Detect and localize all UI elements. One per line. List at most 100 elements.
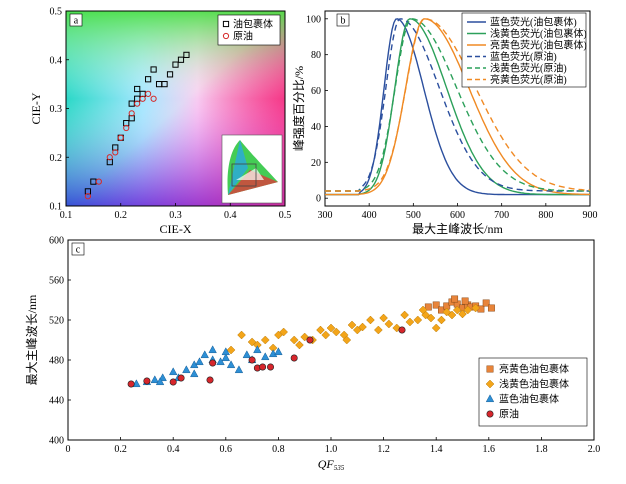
c-ytick-label-5: 600 [49,236,64,247]
c-point-3-3 [177,374,185,382]
c-point-3-1 [143,377,151,385]
b-ytick-label-3: 60 [311,86,321,97]
a-point-1-5 [123,124,130,132]
a-point-1-8 [139,95,146,102]
c-xtick-label-6: 1.2 [377,444,390,455]
b-ytick-label-4: 80 [311,50,321,61]
a-point-0-16 [172,61,179,68]
a-ytick-label-3: 0.4 [50,55,63,66]
c-point-1-23 [400,310,409,320]
c-point-1-27 [426,313,436,323]
b-xtick-label-5: 800 [538,210,553,221]
c-point-1-33 [458,309,467,319]
panel-c-points [127,295,495,388]
c-legend-label-3: 原油 [499,408,519,421]
c-point-3-4 [206,376,214,384]
c-xtick-label-9: 1.8 [535,444,548,455]
c-point-2-24 [190,369,199,378]
a-xtick-label-1: 0.2 [115,210,128,221]
c-point-1-14 [331,327,341,337]
b-xlabel: 最大主峰波长/nm [412,222,503,236]
b-xtick-label-6: 900 [583,210,598,221]
c-xtick-label-7: 1.4 [430,444,443,455]
c-point-0-11 [482,299,490,307]
c-point-2-21 [208,345,217,354]
c-ytick-label-1: 440 [49,396,64,407]
c-point-1-0 [226,345,236,355]
c-legend-label-1: 浅黄色油包裹体 [499,378,569,391]
c-xtick-label-4: 0.8 [272,444,285,455]
b-xtick-label-4: 700 [494,210,509,221]
c-legend-label-0: 亮黄色油包裹体 [499,363,569,376]
a-legend-label-1: 原油 [233,30,253,43]
a-xtick-label-0: 0.1 [60,210,73,221]
c-ytick-label-4: 560 [49,276,64,287]
c-point-1-21 [379,313,388,323]
c-legend-marker-0 [486,365,494,373]
a-point-1-3 [112,149,119,156]
b-series-line-4 [325,18,590,192]
panel-b-axes: 300 400 500 600 700 800 900 0 20 40 60 80 100 最大主峰波长/… [291,14,598,236]
a-point-0-9 [134,85,141,93]
panel-c-scatter: 0 0.2 0.4 0.6 0.8 1.0 1.2 1.4 1.6 1.8 2.0 400 440 480… [25,236,600,473]
b-ytick-label-1: 20 [311,158,321,169]
b-legend-box [461,12,587,88]
panel-c-axes: 0 0.2 0.4 0.6 0.8 1.0 1.2 1.4 1.6 1.8 2.0 400 440 480… [25,236,600,473]
a-point-0-15 [166,71,174,78]
a-legend-label-0: 油包裹体 [233,18,273,31]
b-legend-label-5: 亮黄色荧光(原油) [490,73,567,86]
c-point-2-13 [226,360,236,369]
panel-a-label: a [74,16,79,27]
b-series-line-2 [325,18,590,196]
c-point-1-31 [447,310,457,320]
a-legend-marker-1 [222,32,230,40]
c-point-2-2 [150,375,160,384]
a-point-1-6 [128,110,135,117]
c-xtick-label-10: 2.0 [588,444,601,455]
c-point-1-29 [437,315,446,325]
c-point-2-15 [242,350,252,359]
c-ylabel: 最大主峰波长/nm [25,294,39,385]
b-xtick-label-1: 400 [362,210,377,221]
b-legend-label-2: 亮黄色荧光(油包裹体) [490,39,587,52]
c-point-3-5 [209,359,217,367]
b-series-line-3 [325,18,590,192]
c-xtick-label-3: 0.6 [220,444,233,455]
c-point-1-16 [347,320,357,330]
a-point-1-1 [95,178,102,185]
c-xtick-label-5: 1.0 [325,444,338,455]
b-legend-label-3: 蓝色荧光(原油) [490,50,557,63]
c-xtick-label-0: 0 [66,444,71,455]
c-point-0-0 [424,303,432,311]
c-point-1-28 [431,323,441,333]
b-ylabel: 峰强度百分比/% [291,66,306,151]
panel-b-label: b [341,16,346,27]
c-xtick-label-8: 1.6 [483,444,496,455]
b-xtick-label-3: 600 [450,210,465,221]
c-legend-box [478,357,588,427]
c-legend-marker-1 [485,379,495,389]
cie-inset-diagram [221,134,283,204]
c-point-1-39 [418,305,428,315]
a-legend-marker-0 [222,20,230,28]
a-point-1-10 [150,95,157,102]
c-point-0-13 [451,295,459,303]
c-point-2-6 [182,365,191,374]
c-point-1-37 [342,335,352,345]
c-point-1-25 [413,315,423,325]
a-point-0-14 [161,81,168,88]
c-point-3-12 [398,326,406,334]
c-point-2-9 [200,350,209,359]
a-point-1-0 [84,193,92,200]
c-point-1-24 [405,317,415,327]
c-point-2-4 [168,367,178,376]
c-point-1-19 [366,315,375,325]
a-xtick-label-4: 0.5 [279,210,292,221]
a-ytick-label-2: 0.3 [50,104,63,115]
c-legend-marker-2 [485,394,495,403]
panel-b-lines [325,18,591,196]
c-point-1-35 [471,303,481,313]
panel-b-legend: 蓝色荧光(油包裹体)浅黄色荧光(油包裹体)亮黄色荧光(油包裹体)蓝色荧光(原油)… [461,12,587,88]
b-ytick-label-2: 40 [311,122,321,133]
